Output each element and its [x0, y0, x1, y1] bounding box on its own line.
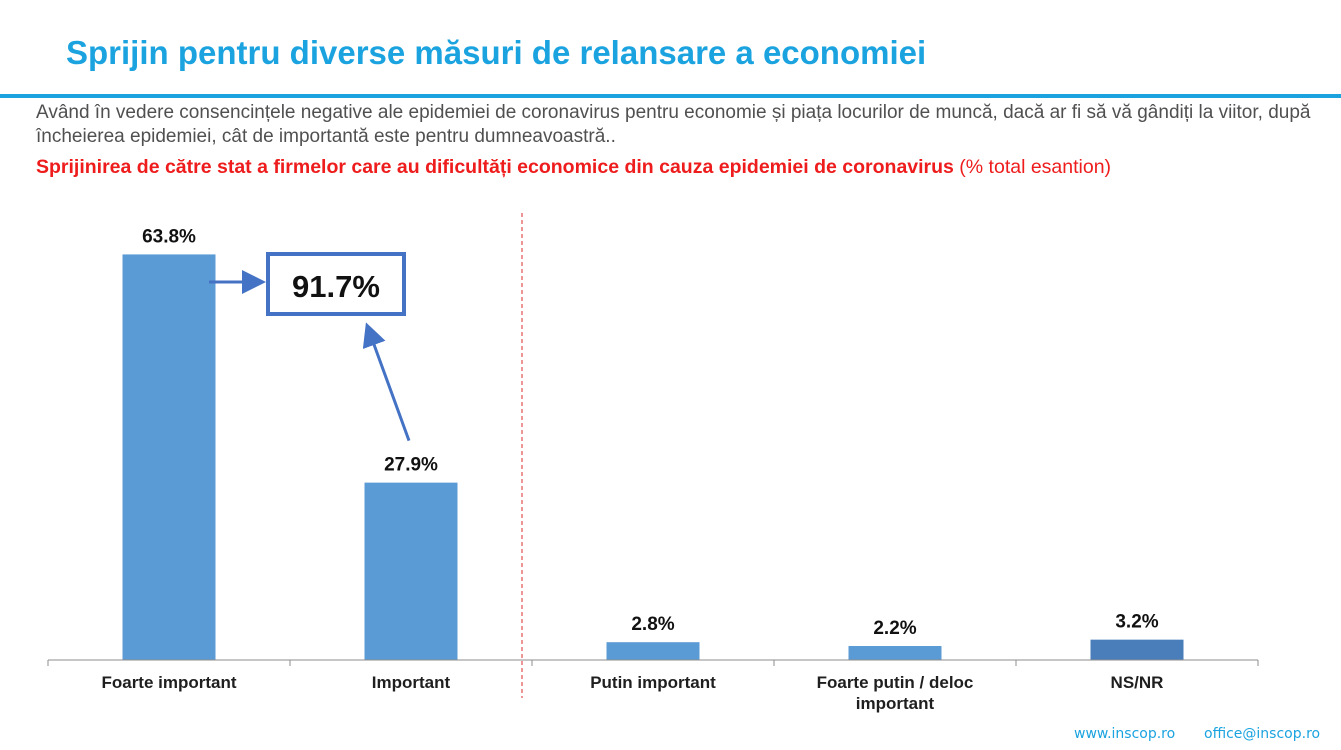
page-title: Sprijin pentru diverse măsuri de relansa…	[66, 34, 927, 71]
footer-website[interactable]: www.inscop.ro	[1074, 726, 1176, 742]
tick-label: NS/NR	[1111, 673, 1164, 692]
bars-layer	[122, 254, 1184, 660]
bar	[122, 254, 216, 660]
data-label: 2.8%	[631, 614, 674, 635]
data-label: 63.8%	[142, 226, 196, 247]
subtitle-bold: Sprijinirea de către stat a firmelor car…	[36, 156, 954, 178]
title-underline	[0, 94, 1341, 98]
footer-email[interactable]: office@inscop.ro	[1204, 726, 1321, 742]
tick-label: Putin important	[590, 673, 716, 692]
subtitle-note: (% total esantion)	[953, 156, 1112, 178]
tick-label: Foarte putin / deloc	[817, 673, 974, 692]
annotation-layer: 91.7%	[209, 252, 411, 442]
x-axis: Foarte important Important Putin important…	[47, 213, 1259, 713]
arrow-to-total	[362, 322, 411, 442]
data-label: 27.9%	[384, 455, 438, 476]
total-label: 91.7%	[292, 269, 380, 304]
chart-subtitle: Sprijinirea de către stat a firmelor car…	[36, 154, 1296, 180]
bar	[364, 482, 458, 660]
data-label: 2.2%	[873, 618, 916, 639]
total-box	[266, 252, 406, 316]
data-label: 3.2%	[1115, 612, 1158, 633]
labels-layer: 63.8% 27.9% 2.8% 2.2% 3.2%	[142, 226, 1159, 639]
bar	[848, 646, 942, 660]
bar	[1090, 639, 1184, 660]
tick-label: Foarte important	[101, 673, 236, 692]
tick-label: important	[856, 694, 935, 713]
question-text: Având în vedere consencințele negative a…	[36, 102, 1311, 147]
tick-label: Important	[372, 673, 451, 692]
bar	[606, 642, 700, 660]
